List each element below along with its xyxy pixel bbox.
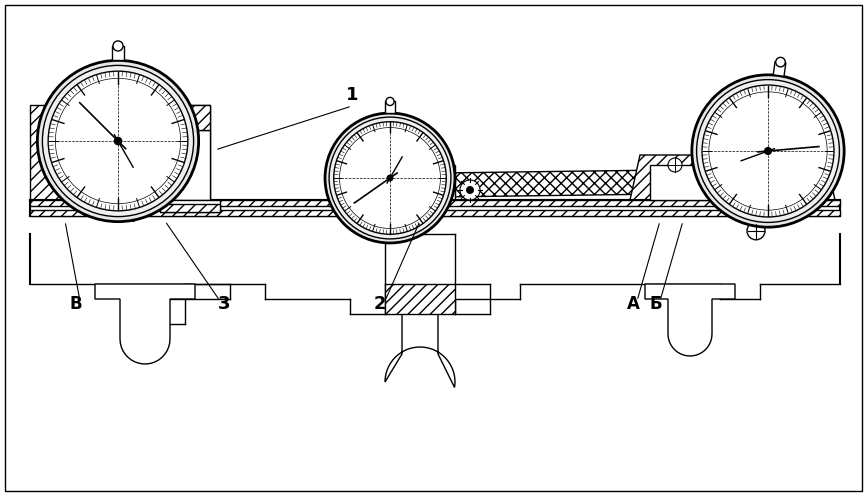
Polygon shape [385,102,394,113]
Circle shape [696,79,839,222]
Circle shape [692,75,844,227]
Circle shape [42,65,193,217]
Circle shape [460,180,480,200]
Circle shape [144,163,158,177]
Circle shape [113,41,123,51]
Text: Б: Б [649,295,662,313]
Text: 3: 3 [218,295,231,313]
Circle shape [466,186,474,194]
Circle shape [49,71,188,211]
Bar [650,165,770,200]
Polygon shape [30,105,210,200]
Circle shape [114,137,122,145]
Circle shape [127,200,139,212]
Text: 1: 1 [346,86,358,104]
Circle shape [386,97,394,106]
Bar [30,200,840,216]
Circle shape [702,85,834,217]
Circle shape [776,58,786,67]
Circle shape [668,158,682,172]
Bar [160,200,220,212]
Bar [30,210,840,216]
Polygon shape [385,165,455,200]
Bar [30,200,840,206]
Polygon shape [95,284,195,364]
Bar [385,284,455,314]
Polygon shape [112,46,124,61]
Text: А: А [627,295,640,313]
Polygon shape [630,155,835,200]
Circle shape [325,113,455,243]
Circle shape [334,122,447,234]
Polygon shape [701,128,818,222]
Circle shape [764,147,772,155]
Bar [105,130,210,200]
Circle shape [37,61,199,222]
Bar [120,105,210,130]
Polygon shape [773,62,786,76]
Polygon shape [645,284,735,356]
Circle shape [387,175,394,182]
Polygon shape [440,170,665,197]
Text: В: В [69,295,82,313]
Bar [160,204,220,212]
Circle shape [142,136,160,154]
Circle shape [329,117,451,239]
Circle shape [747,222,765,240]
Text: 2: 2 [374,295,387,313]
Polygon shape [385,314,455,387]
Bar [126,130,140,195]
